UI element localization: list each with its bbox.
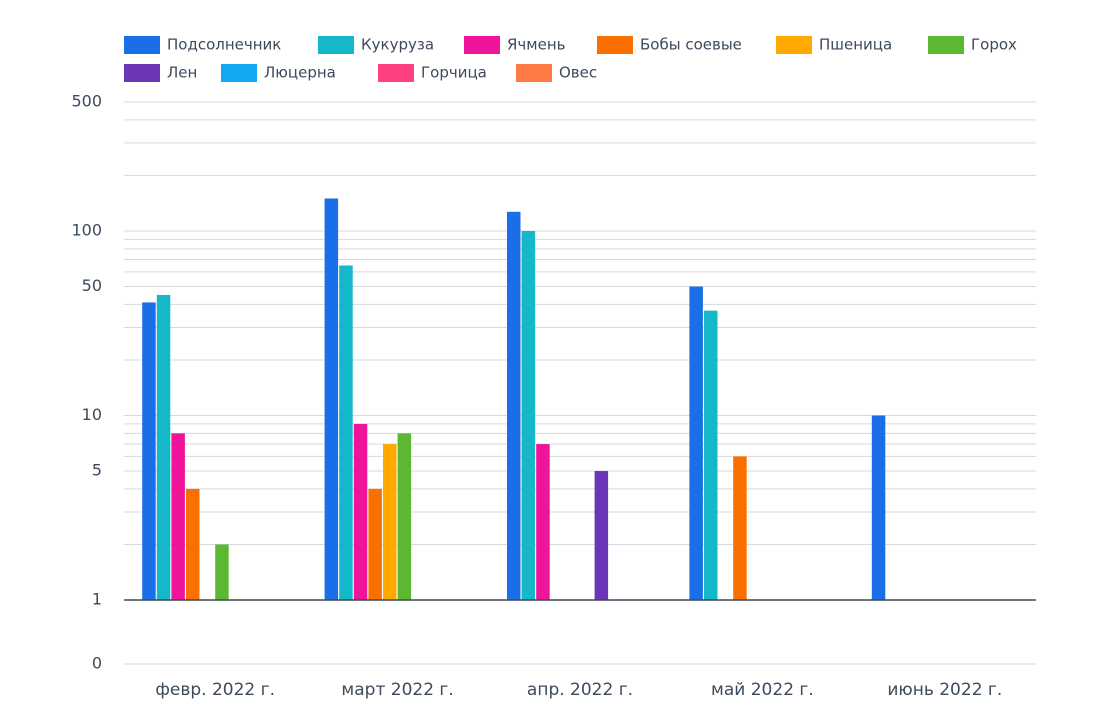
bar (368, 488, 382, 601)
y-tick-label: 500 (71, 92, 102, 111)
bar (704, 310, 718, 601)
legend-swatch (378, 64, 414, 82)
bar (594, 471, 609, 601)
legend-swatch (597, 36, 633, 54)
legend-label: Люцерна (264, 64, 336, 82)
legend-swatch (516, 64, 552, 82)
bar (689, 286, 703, 601)
bar (383, 444, 397, 601)
legend-swatch (928, 36, 964, 54)
bar (142, 302, 156, 601)
bar (507, 211, 521, 601)
legend-label: Кукуруза (361, 36, 434, 54)
legend-label: Подсолнечник (167, 36, 281, 54)
legend-label: Горох (971, 36, 1017, 54)
y-tick-label: 50 (82, 276, 102, 295)
bar (521, 230, 536, 601)
legend-swatch (464, 36, 500, 54)
x-tick-label: февр. 2022 г. (155, 680, 275, 700)
bar (215, 544, 229, 601)
bar (536, 444, 550, 601)
y-tick-label: 1 (92, 590, 102, 609)
bar (171, 433, 185, 601)
bar (353, 423, 368, 601)
bar (156, 294, 171, 601)
legend-label: Пшеница (819, 36, 892, 54)
legend-label: Овес (559, 64, 597, 82)
bar (871, 415, 886, 601)
y-tick-label: 100 (71, 220, 102, 239)
legend-swatch (318, 36, 354, 54)
x-tick-label: июнь 2022 г. (887, 680, 1002, 700)
bar (339, 265, 353, 601)
bar (186, 488, 200, 601)
legend-label: Горчица (421, 64, 487, 82)
legend-swatch (124, 36, 160, 54)
legend-swatch (124, 64, 160, 82)
y-tick-label: 5 (92, 461, 102, 480)
legend-swatch (221, 64, 257, 82)
bar (324, 198, 339, 601)
legend-label: Лен (167, 64, 197, 82)
legend-label: Ячмень (507, 36, 565, 54)
bar (397, 433, 412, 601)
x-tick-label: май 2022 г. (711, 680, 814, 700)
legend-swatch (776, 36, 812, 54)
bar (733, 456, 747, 601)
x-tick-label: март 2022 г. (341, 680, 453, 700)
y-tick-label: 0 (92, 654, 102, 673)
y-tick-label: 10 (82, 405, 102, 424)
legend-label: Бобы соевые (640, 36, 742, 54)
x-tick-label: апр. 2022 г. (527, 680, 633, 700)
